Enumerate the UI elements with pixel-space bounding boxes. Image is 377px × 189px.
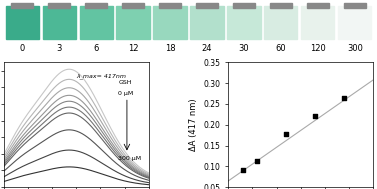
Bar (227, 6, 261, 39)
Bar (153, 6, 187, 39)
Point (254, 159, 261, 162)
Bar (6, 6, 39, 39)
Bar (307, 3, 329, 8)
Text: 18: 18 (165, 44, 175, 53)
Point (312, 115, 318, 118)
Text: 0: 0 (20, 44, 25, 53)
Bar (196, 3, 218, 8)
Text: 0 μM: 0 μM (118, 91, 133, 96)
Point (283, 132, 289, 136)
Y-axis label: ΔA (417 nm): ΔA (417 nm) (189, 98, 198, 151)
Text: 300 μM: 300 μM (118, 156, 141, 161)
Text: 12: 12 (128, 44, 138, 53)
Bar (190, 6, 224, 39)
Bar (264, 6, 297, 39)
Bar (85, 3, 107, 8)
Text: 3: 3 (57, 44, 62, 53)
Bar (233, 3, 255, 8)
Bar (122, 3, 144, 8)
Text: 24: 24 (202, 44, 212, 53)
Bar (80, 6, 113, 39)
Bar (270, 3, 292, 8)
Text: 30: 30 (239, 44, 249, 53)
Text: 300: 300 (347, 44, 363, 53)
Bar (159, 3, 181, 8)
Text: GSH: GSH (118, 80, 132, 85)
Point (240, 168, 246, 171)
Text: 60: 60 (276, 44, 286, 53)
Text: λ_max= 417nm: λ_max= 417nm (76, 73, 126, 79)
Bar (338, 6, 371, 39)
Text: 6: 6 (93, 44, 99, 53)
Bar (11, 3, 33, 8)
Bar (301, 6, 334, 39)
Text: 120: 120 (310, 44, 326, 53)
Point (341, 96, 347, 99)
Bar (43, 6, 76, 39)
Bar (48, 3, 70, 8)
Bar (344, 3, 366, 8)
Bar (116, 6, 150, 39)
